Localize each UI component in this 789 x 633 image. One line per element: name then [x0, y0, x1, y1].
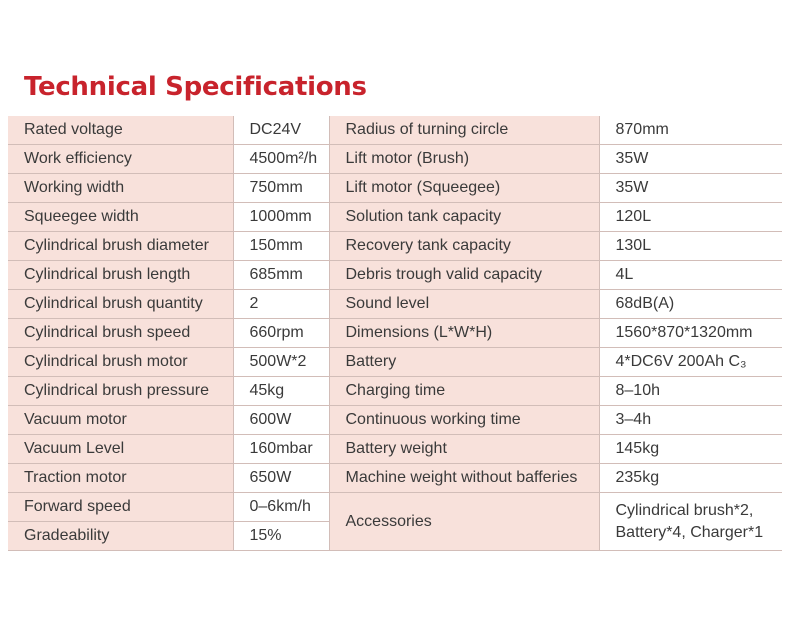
spec-table: Rated voltage DC24V Radius of turning circ… — [8, 116, 782, 551]
spec-label-right: Battery — [329, 347, 600, 377]
spec-value-right: 68dB(A) — [599, 289, 782, 319]
page-title: Technical Specifications — [24, 72, 367, 102]
table-row: Working width 750mm Lift motor (Squeegee) 3… — [8, 173, 782, 203]
table-row: Gradeability 15% — [8, 521, 782, 551]
spec-value-right: 3–4h — [599, 405, 782, 435]
table-row: Rated voltage DC24V Radius of turning circ… — [8, 116, 782, 145]
spec-label-right: Recovery tank capacity — [329, 231, 600, 261]
spec-label-right: Radius of turning circle — [329, 116, 600, 145]
table-row: Cylindrical brush diameter 150mm Recovery … — [8, 231, 782, 261]
table-row: Cylindrical brush pressure 45kg Charging t… — [8, 376, 782, 406]
spec-label-left: Squeegee width — [8, 202, 234, 232]
spec-value-left: 15% — [233, 521, 330, 551]
table-row: Work efficiency 4500m²/h Lift motor (Brush… — [8, 144, 782, 174]
spec-value-right: 130L — [599, 231, 782, 261]
spec-label-left: Cylindrical brush length — [8, 260, 234, 290]
spec-value-left: 1000mm — [233, 202, 330, 232]
spec-value-left: 500W*2 — [233, 347, 330, 377]
spec-value-right: 35W — [599, 173, 782, 203]
spec-value-left: 0–6km/h — [233, 492, 330, 522]
spec-value-right: 4*DC6V 200Ah C₃ — [599, 347, 782, 377]
spec-label-right: Continuous working time — [329, 405, 600, 435]
spec-label-right: Sound level — [329, 289, 600, 319]
table-row: Cylindrical brush motor 500W*2 Battery 4*DC… — [8, 347, 782, 377]
table-row: Cylindrical brush length 685mm Debris trou… — [8, 260, 782, 290]
table-row: Squeegee width 1000mm Solution tank capaci… — [8, 202, 782, 232]
spec-value-right: 870mm — [599, 116, 782, 145]
spec-value-right: 4L — [599, 260, 782, 290]
spec-label-left: Vacuum motor — [8, 405, 234, 435]
table-row: Vacuum motor 600W Continuous working time 3… — [8, 405, 782, 435]
spec-label-left: Work efficiency — [8, 144, 234, 174]
spec-value-left: 600W — [233, 405, 330, 435]
table-row: Traction motor 650W Machine weight without… — [8, 463, 782, 493]
table-row: Cylindrical brush quantity 2 Sound level 68… — [8, 289, 782, 319]
spec-label-left: Cylindrical brush speed — [8, 318, 234, 348]
spec-label-right: Machine weight without bafferies — [329, 463, 600, 493]
table-row: Vacuum Level 160mbar Battery weight 145kg — [8, 434, 782, 464]
spec-label-left: Cylindrical brush diameter — [8, 231, 234, 261]
spec-label-left: Traction motor — [8, 463, 234, 493]
spec-label-left: Cylindrical brush pressure — [8, 376, 234, 406]
spec-value-right: Cylindrical brush*2, Battery*4, Charger*… — [599, 492, 782, 551]
spec-table-body: Rated voltage DC24V Radius of turning circ… — [8, 116, 782, 551]
spec-label-right: Accessories — [329, 492, 600, 551]
table-row: Forward speed 0–6km/h Accessories Cylindric… — [8, 492, 782, 551]
spec-label-left: Rated voltage — [8, 116, 234, 145]
spec-value-right: 8–10h — [599, 376, 782, 406]
spec-value-left: 160mbar — [233, 434, 330, 464]
spec-label-right: Lift motor (Squeegee) — [329, 173, 600, 203]
spec-value-right: 120L — [599, 202, 782, 232]
spec-label-left: Working width — [8, 173, 234, 203]
spec-value-left: 150mm — [233, 231, 330, 261]
spec-value-right: 145kg — [599, 434, 782, 464]
spec-label-right: Dimensions (L*W*H) — [329, 318, 600, 348]
spec-value-left: 750mm — [233, 173, 330, 203]
spec-label-left: Gradeability — [8, 521, 234, 551]
spec-value-right: 1560*870*1320mm — [599, 318, 782, 348]
spec-value-left: 2 — [233, 289, 330, 319]
spec-label-right: Battery weight — [329, 434, 600, 464]
spec-label-right: Solution tank capacity — [329, 202, 600, 232]
spec-label-left: Forward speed — [8, 492, 234, 522]
spec-value-left: 45kg — [233, 376, 330, 406]
spec-value-left: 4500m²/h — [233, 144, 330, 174]
spec-value-left: 685mm — [233, 260, 330, 290]
spec-value-left: DC24V — [233, 116, 330, 145]
spec-label-right: Debris trough valid capacity — [329, 260, 600, 290]
spec-label-left: Cylindrical brush motor — [8, 347, 234, 377]
spec-value-right: 35W — [599, 144, 782, 174]
spec-label-left: Cylindrical brush quantity — [8, 289, 234, 319]
spec-label-left: Vacuum Level — [8, 434, 234, 464]
table-row: Cylindrical brush speed 660rpm Dimensions … — [8, 318, 782, 348]
spec-label-right: Lift motor (Brush) — [329, 144, 600, 174]
spec-label-right: Charging time — [329, 376, 600, 406]
spec-value-right: 235kg — [599, 463, 782, 493]
spec-value-left: 650W — [233, 463, 330, 493]
spec-value-left: 660rpm — [233, 318, 330, 348]
